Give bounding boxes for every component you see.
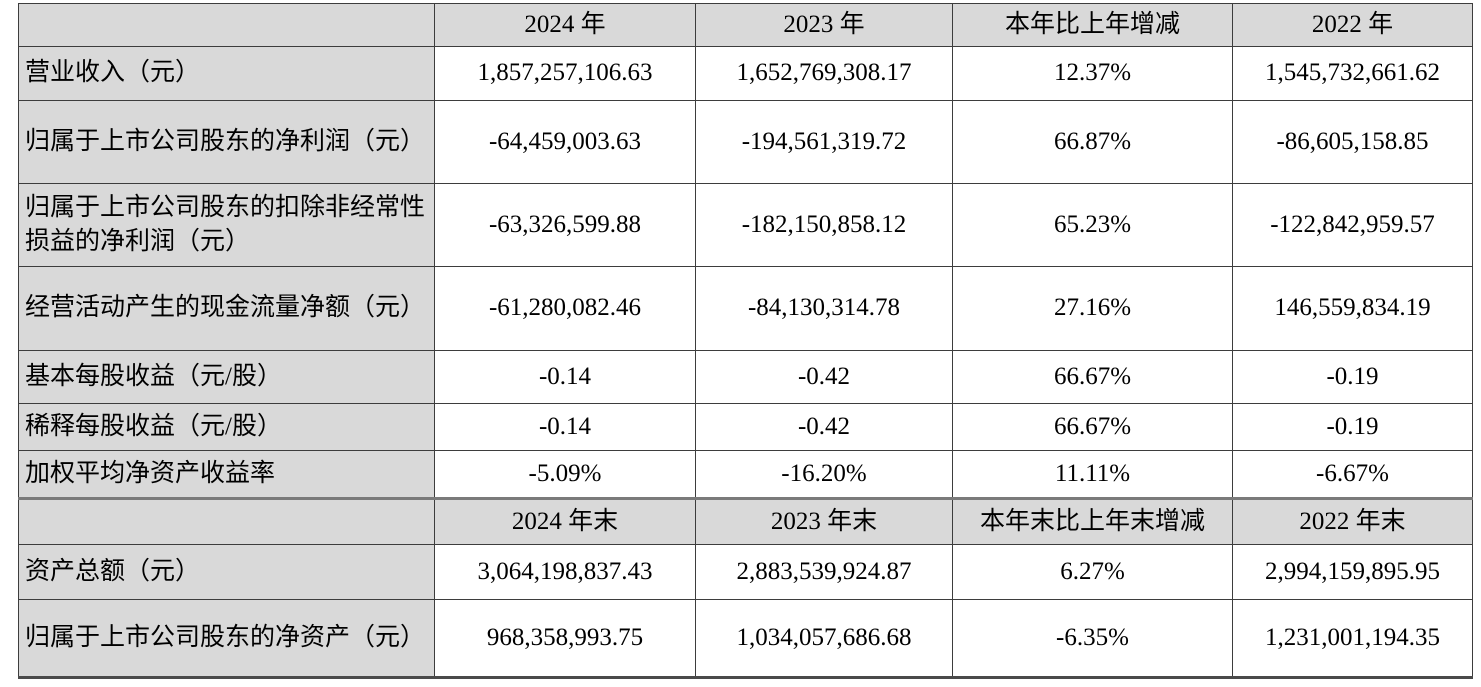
table-row-revenue: 营业收入（元） 1,857,257,106.63 1,652,769,308.1… (18, 45, 1473, 101)
row-label: 归属于上市公司股东的扣除非经常性损益的净利润（元） (18, 182, 435, 267)
value-2023: -0.42 (695, 349, 953, 404)
financial-summary-table: 2024 年 2023 年 本年比上年增减 2022 年 营业收入（元） 1,8… (18, 3, 1473, 679)
col-header-yoy-change: 本年比上年增减 (952, 3, 1233, 47)
row-label: 基本每股收益（元/股） (18, 349, 435, 404)
value-2024: -61,280,082.46 (434, 265, 696, 351)
value-change: 6.27% (952, 543, 1233, 600)
row-label: 归属于上市公司股东的净资产（元） (18, 598, 435, 679)
row-label: 加权平均净资产收益率 (18, 449, 435, 499)
value-2022: 1,231,001,194.35 (1232, 598, 1473, 679)
table-row-diluted-eps: 稀释每股收益（元/股） -0.14 -0.42 66.67% -0.19 (18, 402, 1473, 451)
table-row-operating-cash-flow: 经营活动产生的现金流量净额（元） -61,280,082.46 -84,130,… (18, 265, 1473, 351)
value-2024: -0.14 (434, 402, 696, 451)
value-2022: 1,545,732,661.62 (1232, 45, 1473, 101)
value-2022: -86,605,158.85 (1232, 99, 1473, 184)
table-row-basic-eps: 基本每股收益（元/股） -0.14 -0.42 66.67% -0.19 (18, 349, 1473, 404)
col-header-yearend-change: 本年末比上年末增减 (952, 496, 1233, 545)
value-2023: 1,034,057,686.68 (695, 598, 953, 679)
value-2022: 2,994,159,895.95 (1232, 543, 1473, 600)
table-row-net-assets: 归属于上市公司股东的净资产（元） 968,358,993.75 1,034,05… (18, 598, 1473, 679)
annual-header-row: 2024 年 2023 年 本年比上年增减 2022 年 (18, 3, 1473, 47)
value-2023: 2,883,539,924.87 (695, 543, 953, 600)
value-change: 65.23% (952, 182, 1233, 267)
col-header-2023-end: 2023 年末 (695, 496, 953, 545)
value-2024: 3,064,198,837.43 (434, 543, 696, 600)
value-2024: 968,358,993.75 (434, 598, 696, 679)
value-change: 27.16% (952, 265, 1233, 351)
value-2024: -5.09% (434, 449, 696, 499)
value-2024: -63,326,599.88 (434, 182, 696, 267)
year-end-header-row: 2024 年末 2023 年末 本年末比上年末增减 2022 年末 (18, 496, 1473, 545)
value-2022: -122,842,959.57 (1232, 182, 1473, 267)
value-2024: -0.14 (434, 349, 696, 404)
value-2023: 1,652,769,308.17 (695, 45, 953, 101)
table-row-net-profit: 归属于上市公司股东的净利润（元） -64,459,003.63 -194,561… (18, 99, 1473, 184)
value-2023: -0.42 (695, 402, 953, 451)
col-header-2022-end: 2022 年末 (1232, 496, 1473, 545)
value-2022: -6.67% (1232, 449, 1473, 499)
table-row-net-profit-excl-nonrecurring: 归属于上市公司股东的扣除非经常性损益的净利润（元） -63,326,599.88… (18, 182, 1473, 267)
value-2024: 1,857,257,106.63 (434, 45, 696, 101)
value-change: 12.37% (952, 45, 1233, 101)
value-2023: -84,130,314.78 (695, 265, 953, 351)
row-label: 资产总额（元） (18, 543, 435, 600)
row-label: 稀释每股收益（元/股） (18, 402, 435, 451)
col-header-2024: 2024 年 (434, 3, 696, 47)
value-2023: -194,561,319.72 (695, 99, 953, 184)
value-2022: -0.19 (1232, 402, 1473, 451)
row-label: 归属于上市公司股东的净利润（元） (18, 99, 435, 184)
value-change: 66.87% (952, 99, 1233, 184)
col-header-2023: 2023 年 (695, 3, 953, 47)
value-change: 66.67% (952, 349, 1233, 404)
value-change: 66.67% (952, 402, 1233, 451)
value-change: 11.11% (952, 449, 1233, 499)
table-row-total-assets: 资产总额（元） 3,064,198,837.43 2,883,539,924.8… (18, 543, 1473, 600)
row-label: 经营活动产生的现金流量净额（元） (18, 265, 435, 351)
corner-cell (18, 3, 435, 47)
value-2023: -16.20% (695, 449, 953, 499)
value-change: -6.35% (952, 598, 1233, 679)
corner-cell (18, 496, 435, 545)
table-row-weighted-avg-roe: 加权平均净资产收益率 -5.09% -16.20% 11.11% -6.67% (18, 449, 1473, 499)
col-header-2024-end: 2024 年末 (434, 496, 696, 545)
value-2022: 146,559,834.19 (1232, 265, 1473, 351)
row-label: 营业收入（元） (18, 45, 435, 101)
value-2023: -182,150,858.12 (695, 182, 953, 267)
col-header-2022: 2022 年 (1232, 3, 1473, 47)
value-2022: -0.19 (1232, 349, 1473, 404)
value-2024: -64,459,003.63 (434, 99, 696, 184)
